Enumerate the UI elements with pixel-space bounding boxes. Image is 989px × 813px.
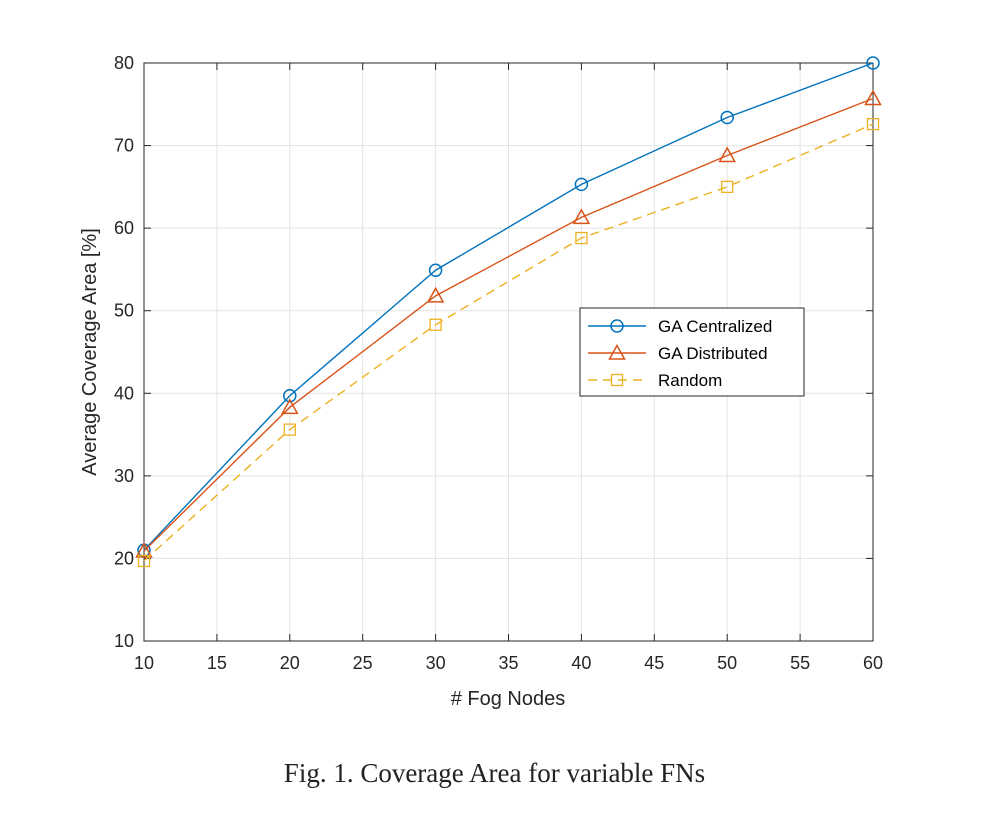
- x-tick-label: 60: [863, 653, 883, 673]
- x-tick-label: 25: [353, 653, 373, 673]
- x-tick-label: 15: [207, 653, 227, 673]
- legend: GA Centralized GA Distributed Random: [579, 307, 805, 397]
- y-axis-label: Average Coverage Area [%]: [79, 228, 101, 476]
- y-tick-label: 30: [114, 466, 134, 486]
- x-tick-label: 50: [717, 653, 737, 673]
- series-layer: [135, 56, 882, 568]
- triangle-marker: [572, 208, 591, 225]
- series-1: [135, 89, 882, 558]
- circle-marker: [574, 177, 589, 192]
- legend-label: GA Centralized: [658, 317, 772, 336]
- x-tick-label: 30: [426, 653, 446, 673]
- series-line: [143, 97, 874, 552]
- x-tick-label: 35: [498, 653, 518, 673]
- triangle-marker: [864, 89, 882, 106]
- square-marker: [137, 554, 151, 568]
- square-marker: [610, 373, 624, 387]
- series-2: [137, 117, 880, 568]
- y-tick-label: 40: [114, 383, 134, 403]
- triangle-marker: [718, 146, 736, 163]
- y-tick-label: 50: [114, 301, 134, 321]
- y-tick-label: 60: [114, 218, 134, 238]
- circle-marker: [283, 389, 297, 403]
- triangle-marker: [281, 398, 299, 415]
- y-tick-label: 10: [114, 631, 134, 651]
- legend-label: GA Distributed: [658, 344, 768, 363]
- circle-marker: [866, 56, 880, 70]
- square-marker: [866, 117, 880, 131]
- circle-marker: [428, 263, 443, 278]
- x-axis-label: # Fog Nodes: [451, 688, 566, 710]
- series-line: [143, 62, 874, 551]
- axis-ticks: 10 15 20 25 30 35 40 45 50 55 60 10 20 30 40 50 60 70 80: [114, 53, 883, 673]
- x-tick-label: 10: [134, 653, 154, 673]
- x-tick-label: 40: [571, 653, 591, 673]
- legend-label: Random: [658, 371, 722, 390]
- x-tick-label: 55: [790, 653, 810, 673]
- square-marker: [429, 318, 442, 331]
- figure-caption: Fig. 1. Coverage Area for variable FNs: [283, 758, 706, 788]
- circle-marker: [610, 319, 624, 333]
- triangle-marker: [135, 541, 153, 558]
- legend-box: [579, 307, 805, 397]
- circle-marker: [720, 110, 734, 125]
- y-tick-label: 70: [114, 136, 134, 156]
- square-marker: [575, 231, 588, 245]
- y-tick-label: 80: [114, 53, 134, 73]
- legend-entry: Random: [588, 371, 722, 390]
- square-marker: [721, 180, 734, 194]
- triangle-marker: [426, 286, 445, 303]
- legend-entry: GA Distributed: [588, 343, 768, 363]
- x-tick-label: 20: [280, 653, 300, 673]
- y-tick-label: 20: [114, 548, 134, 568]
- triangle-marker: [608, 343, 626, 360]
- square-marker: [283, 423, 296, 436]
- series-0: [137, 56, 880, 557]
- legend-entry: GA Centralized: [588, 317, 772, 336]
- series-line: [143, 123, 874, 562]
- x-tick-label: 45: [644, 653, 664, 673]
